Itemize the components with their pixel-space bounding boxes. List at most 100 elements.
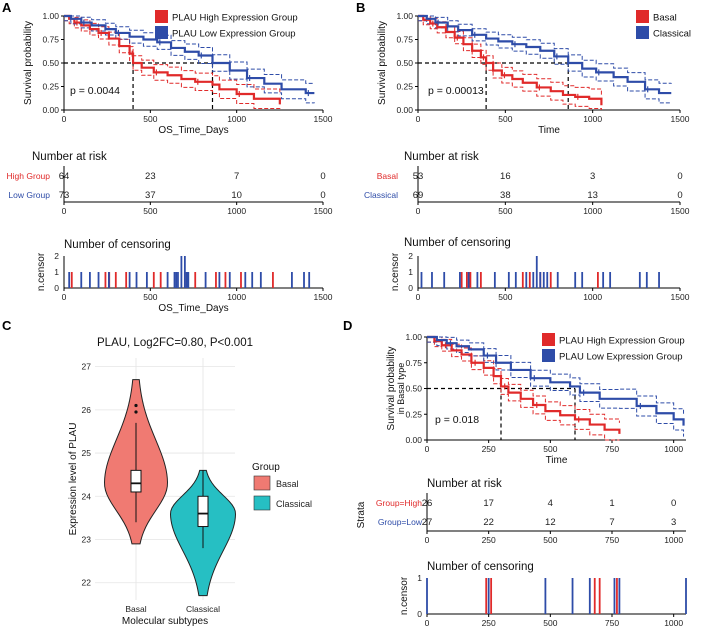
risk-value: 7 <box>609 517 614 528</box>
y-tick-label: 1 <box>417 573 422 583</box>
risk-value: 23 <box>145 171 156 182</box>
y-axis-label: n.censor <box>399 576 410 615</box>
y-tick-label: 0.75 <box>396 35 413 45</box>
x-tick-label: 500 <box>143 114 157 124</box>
y-axis-label: Expression level of PLAU <box>68 423 79 536</box>
x-tick-label: 1000 <box>664 618 683 628</box>
risk-row-label: High Group <box>7 171 51 181</box>
x-tick-label: 750 <box>605 535 619 545</box>
x-axis-label: OS_Time_Days <box>158 125 228 136</box>
x-tick-label: 1000 <box>227 114 246 124</box>
x-tick-label: 0 <box>425 618 430 628</box>
x-tick-label: 500 <box>143 206 157 216</box>
y-tick-label: 0.50 <box>396 58 413 68</box>
x-tick-label: 500 <box>498 292 512 302</box>
violin-title: PLAU, Log2FC=0.80, P<0.001 <box>97 337 253 349</box>
confidence-lower-low <box>64 20 315 104</box>
risk-value: 1 <box>609 498 614 509</box>
x-axis-label: Time <box>538 125 560 136</box>
x-tick-label: 1000 <box>227 206 246 216</box>
panel-a-censoring-plot: Number of censoring 0 1 2 n.censor 0 500 1000 15… <box>36 239 333 314</box>
x-tick-label: 1000 <box>583 292 602 302</box>
risk-row-label: Low Group <box>8 190 50 200</box>
legend-label: Classical <box>276 499 312 509</box>
x-tick-label: 0 <box>425 535 430 545</box>
legend-label: PLAU High Expression Group <box>172 13 298 24</box>
censoring-title: Number of censoring <box>427 561 534 573</box>
y-axis-label: Survival probability <box>23 21 34 105</box>
y-tick-label: 0.25 <box>396 82 413 92</box>
y-tick-label: 26 <box>82 405 92 415</box>
survival-curve-low <box>64 14 315 95</box>
risk-row-label: Classical <box>364 190 398 200</box>
risk-value: 17 <box>483 498 494 509</box>
box <box>130 469 142 493</box>
legend-title: Group <box>252 462 280 473</box>
y-tick-label: 2 <box>54 251 59 261</box>
survival-curve-low <box>418 14 672 95</box>
x-tick-label: 1500 <box>671 114 690 124</box>
legend-swatch <box>155 10 168 23</box>
y-axis-label-secondary: in Basal type <box>396 363 406 415</box>
confidence-upper-high <box>64 15 281 95</box>
censoring-title: Number of censoring <box>64 239 171 251</box>
survival-curve-high <box>418 14 603 106</box>
panel-label-b: B <box>356 0 365 15</box>
x-tick-label: 0 <box>416 114 421 124</box>
x-tick-label: 750 <box>605 444 619 454</box>
x-tick-label: 1500 <box>314 292 333 302</box>
y-tick-label: 0.25 <box>405 409 422 419</box>
panel-c-violin-plot: PLAU, Log2FC=0.80, P<0.001 22 23 24 25 26 27 Ba… <box>68 337 312 627</box>
confidence-upper-low <box>418 15 672 84</box>
box <box>197 495 209 528</box>
x-tick-label: 1500 <box>314 206 333 216</box>
risk-value: 3 <box>671 517 676 528</box>
risk-table-title: Number at risk <box>427 478 502 490</box>
y-tick-label: 1 <box>408 267 413 277</box>
y-tick-label: 0 <box>417 609 422 619</box>
risk-value: 10 <box>231 190 242 201</box>
x-tick-label: 500 <box>498 114 512 124</box>
risk-value: 7 <box>234 171 239 182</box>
x-axis-label: OS_Time_Days <box>158 303 228 314</box>
panel-label-d: D <box>343 318 352 333</box>
y-axis-label: n.censor <box>36 252 47 291</box>
y-tick-label: 22 <box>82 578 92 588</box>
legend-label: PLAU High Expression Group <box>559 336 685 347</box>
risk-value: 13 <box>587 190 598 201</box>
x-tick-label: 0 <box>62 114 67 124</box>
y-tick-label: 27 <box>82 362 92 372</box>
legend-swatch <box>155 26 168 39</box>
x-tick-label: 1500 <box>314 114 333 124</box>
risk-value: 22 <box>483 517 494 528</box>
p-value: p = 0.00013 <box>428 85 484 97</box>
panel-d-censoring-plot: Number of censoring 0 1 n.censor 0 250 500 750 1… <box>399 561 687 628</box>
risk-value: 4 <box>548 498 553 509</box>
legend-swatch <box>253 495 271 511</box>
x-tick-label: Classical <box>186 604 220 614</box>
x-tick-label: 500 <box>543 535 557 545</box>
risk-value: 0 <box>320 171 325 182</box>
y-tick-label: 23 <box>82 535 92 545</box>
survival-curve-low <box>427 335 685 426</box>
censoring-title: Number of censoring <box>404 237 511 249</box>
y-axis-label: Survival probability <box>377 21 388 105</box>
x-tick-label: 250 <box>482 618 496 628</box>
x-tick-label: 0 <box>416 292 421 302</box>
y-tick-label: 0.50 <box>405 384 422 394</box>
y-tick-label: 0.00 <box>396 105 413 115</box>
x-tick-label: 250 <box>482 444 496 454</box>
outlier-point <box>134 410 138 414</box>
x-tick-label: 1000 <box>583 206 602 216</box>
y-tick-label: 0.00 <box>42 105 59 115</box>
y-tick-label: 0 <box>408 283 413 293</box>
x-tick-label: 1500 <box>671 292 690 302</box>
risk-value: 0 <box>671 498 676 509</box>
risk-value: 0 <box>677 190 682 201</box>
x-tick-label: 0 <box>62 292 67 302</box>
risk-value: 37 <box>145 190 156 201</box>
x-tick-label: 500 <box>543 444 557 454</box>
